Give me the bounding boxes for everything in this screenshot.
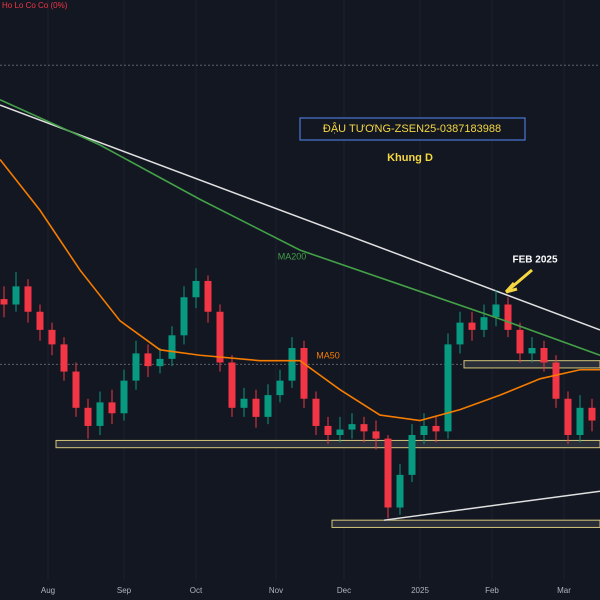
- x-tick-label: Feb: [485, 586, 499, 595]
- candle-body: [252, 398, 260, 417]
- candle-body: [348, 424, 356, 430]
- peak-label: FEB 2025: [512, 255, 557, 266]
- candle-body: [12, 286, 20, 305]
- candle-body: [528, 348, 536, 354]
- annotation-text: ĐẬU TƯƠNG-ZSEN25-0387183988: [323, 122, 501, 135]
- candle-body: [468, 322, 476, 330]
- candle-body: [372, 431, 380, 439]
- candle-body: [456, 322, 464, 345]
- moving-average: [0, 98, 600, 357]
- candle-body: [36, 311, 44, 330]
- candle-body: [408, 435, 416, 475]
- candle-body: [156, 358, 164, 367]
- x-tick-label: Nov: [269, 586, 283, 595]
- candle-body: [504, 304, 512, 330]
- candle-body: [48, 329, 56, 345]
- candle-body: [540, 348, 548, 363]
- candle-body: [444, 344, 452, 432]
- x-tick-label: Oct: [190, 586, 203, 595]
- candle-body: [588, 407, 596, 421]
- trendline: [0, 104, 600, 331]
- frame-label: Khung D: [387, 152, 433, 164]
- candle-body: [24, 286, 32, 312]
- candle-body: [204, 280, 212, 312]
- candle-body: [324, 425, 332, 435]
- chart-title: Ho Lo Co Co (0%): [2, 1, 68, 10]
- candle-body: [240, 398, 248, 408]
- candle-body: [552, 362, 560, 399]
- candle-body: [432, 425, 440, 432]
- candle-body: [480, 317, 488, 330]
- candle-body: [288, 348, 296, 381]
- candle-body: [264, 395, 272, 417]
- candle-body: [228, 362, 236, 408]
- candle-body: [72, 371, 80, 408]
- peak-arrow: [504, 268, 533, 294]
- candle-body: [564, 398, 572, 435]
- candle-body: [132, 353, 140, 381]
- candle-body: [492, 304, 500, 318]
- candle-body: [96, 402, 104, 426]
- series-label: MA50: [316, 350, 340, 360]
- candle-body: [300, 348, 308, 399]
- x-tick-label: 2025: [411, 586, 429, 595]
- candle-body: [576, 407, 584, 435]
- candle-body: [396, 474, 404, 508]
- candle-body: [516, 329, 524, 354]
- candle-body: [60, 344, 68, 372]
- candle-body: [192, 280, 200, 298]
- trendline: [383, 490, 600, 521]
- candle-body: [108, 402, 116, 414]
- candle-body: [120, 380, 128, 414]
- candle-body: [168, 335, 176, 359]
- candle-body: [336, 429, 344, 435]
- candle-body: [420, 425, 428, 435]
- annotation-box: [299, 117, 526, 141]
- candle-body: [84, 407, 92, 426]
- candle-body: [276, 380, 284, 396]
- candle-body: [144, 353, 152, 367]
- series-label: MA200: [278, 251, 307, 261]
- candle-body: [384, 438, 392, 508]
- x-tick-label: Sep: [117, 586, 132, 595]
- candle-body: [180, 297, 188, 336]
- candle-body: [360, 424, 368, 432]
- x-tick-label: Aug: [41, 586, 55, 595]
- candle-body: [216, 311, 224, 363]
- support-zone: [331, 519, 600, 528]
- candle-body: [312, 398, 320, 426]
- x-tick-label: Dec: [337, 586, 351, 595]
- candle-body: [0, 299, 8, 305]
- x-tick-label: Mar: [557, 586, 571, 595]
- moving-average: [0, 159, 600, 422]
